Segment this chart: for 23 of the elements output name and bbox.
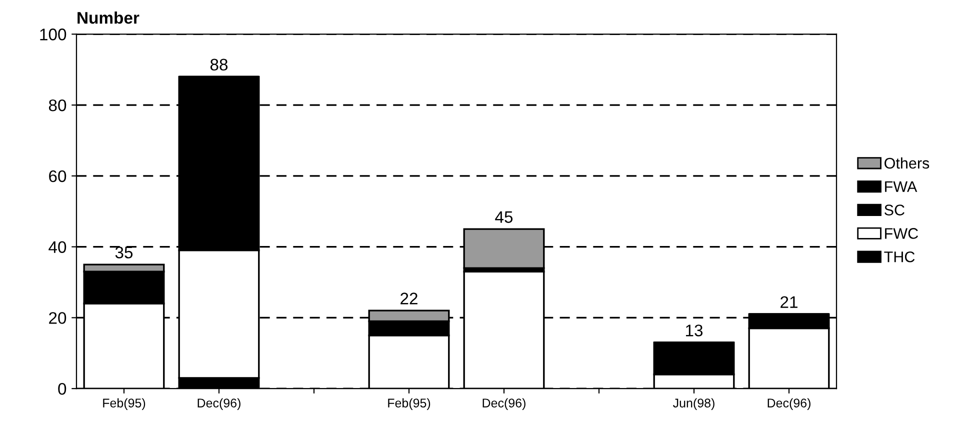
total-label: 21 <box>780 296 798 308</box>
x-tick-label: Dec(96) <box>198 398 240 410</box>
legend-label: FWA <box>885 181 918 192</box>
y-tick-label: 40 <box>48 241 66 254</box>
y-tick-label: 100 <box>40 28 66 40</box>
total-label: 45 <box>495 211 513 223</box>
legend-label: Others <box>884 157 930 169</box>
x-tick-label: Feb(95) <box>388 398 430 410</box>
y-tick-label: 80 <box>48 99 66 112</box>
x-tick-label: Dec(96) <box>768 398 810 410</box>
x-tick-label: Jun(98) <box>673 398 714 410</box>
y-tick-label: 20 <box>49 312 66 324</box>
legend-label: THC <box>884 251 915 262</box>
total-label: 22 <box>400 292 418 304</box>
total-label: 88 <box>210 58 228 71</box>
y-axis-title: Number <box>78 12 140 24</box>
legend-label: SC <box>884 204 904 216</box>
y-tick-label: 60 <box>49 170 66 182</box>
legend-label: FWC <box>885 228 918 239</box>
total-label: 13 <box>686 324 703 336</box>
x-tick-label: Dec(96) <box>482 398 526 410</box>
y-tick-label: 0 <box>58 382 66 395</box>
x-tick-label: Feb(95) <box>103 398 146 410</box>
